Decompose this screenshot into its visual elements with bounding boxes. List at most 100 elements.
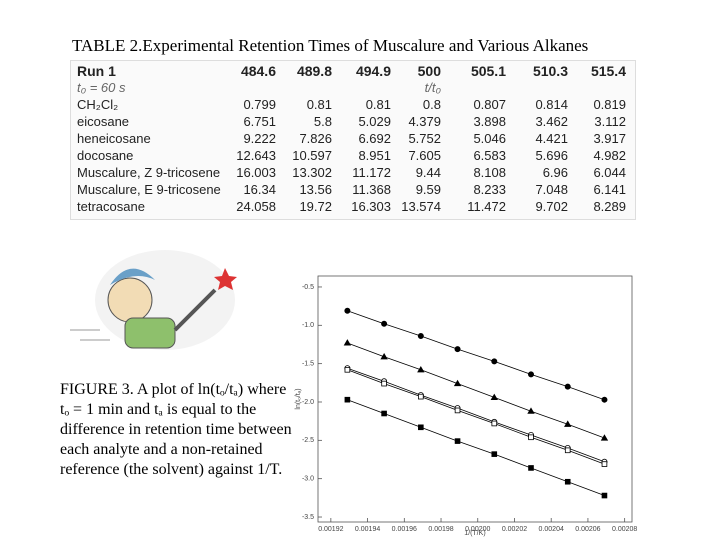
header-cell: 484.6 xyxy=(240,63,276,79)
marker xyxy=(601,396,608,403)
x-tick-label: 0.00192 xyxy=(318,526,343,533)
table-cell: 9.702 xyxy=(535,199,568,214)
x-tick-label: 0.00194 xyxy=(355,526,380,533)
x-tick-label: 0.00200 xyxy=(465,526,490,533)
row-label: Muscalure, E 9-tricosene xyxy=(77,182,221,197)
marker xyxy=(380,352,388,360)
marker xyxy=(418,424,424,431)
clipart-motion xyxy=(70,329,110,341)
marker xyxy=(417,333,424,340)
table-cell: 8.108 xyxy=(473,165,506,180)
marker xyxy=(491,358,498,365)
table-cell: 13.574 xyxy=(401,199,441,214)
marker xyxy=(600,434,609,441)
table-cell: 4.421 xyxy=(535,131,568,146)
marker xyxy=(381,410,387,417)
table-cell: 6.583 xyxy=(473,148,506,163)
marker xyxy=(491,451,498,457)
plot-frame xyxy=(317,275,633,523)
marker xyxy=(564,447,571,454)
x-tick-label: 0.00202 xyxy=(502,526,527,533)
marker xyxy=(453,379,462,387)
marker xyxy=(564,383,571,390)
header-cell: 510.3 xyxy=(532,63,568,79)
marker xyxy=(344,307,351,314)
table-cell: 3.898 xyxy=(473,114,506,129)
table-cell: 7.826 xyxy=(299,131,332,146)
table-cell: 11.172 xyxy=(352,165,391,180)
table-cell: 0.819 xyxy=(593,97,626,112)
header-cell: 515.4 xyxy=(590,63,626,79)
row-label: Muscalure, Z 9-tricosene xyxy=(77,165,221,180)
marker xyxy=(528,465,534,471)
marker xyxy=(527,407,535,414)
marker xyxy=(601,492,608,499)
table-cell: 0.799 xyxy=(243,97,276,112)
x-axis-label: 1/(T/K) xyxy=(464,530,485,537)
series-line xyxy=(347,342,605,439)
table-cell: 5.752 xyxy=(408,131,441,146)
row-label: tetracosane xyxy=(77,199,145,214)
x-tick-label: 0.00198 xyxy=(428,526,453,533)
marker xyxy=(491,420,498,427)
y-tick-label: -1.0 xyxy=(302,322,314,329)
table-cell: 16.003 xyxy=(236,165,276,180)
table-cell: 4.379 xyxy=(408,114,441,129)
table-cell: 19.72 xyxy=(299,199,332,214)
marker xyxy=(344,366,351,373)
series-line xyxy=(347,310,605,401)
table-cell: 11.472 xyxy=(467,199,506,214)
clipart xyxy=(70,250,237,350)
table: Run 1 484.6 489.8 494.9 500 505.1 510.3 515.4 t₀… xyxy=(70,60,636,220)
table-cell: 5.696 xyxy=(535,148,568,163)
table-cell: 13.302 xyxy=(292,165,332,180)
marker xyxy=(601,461,608,467)
table-cell: 24.058 xyxy=(236,199,276,214)
marker xyxy=(528,434,534,441)
row-label: heneicosane xyxy=(77,131,151,146)
marker xyxy=(564,420,572,427)
x-tick-label: 0.00208 xyxy=(612,526,637,533)
series-line xyxy=(347,399,605,496)
table-cell: 12.643 xyxy=(236,148,276,163)
y-tick-label: -1.5 xyxy=(302,360,314,367)
header-cell: Run 1 xyxy=(77,63,116,79)
marker xyxy=(344,396,351,403)
table-cell: 0.81 xyxy=(365,97,391,112)
clipart-star xyxy=(214,268,237,290)
marker xyxy=(454,438,461,444)
table-cell: 7.048 xyxy=(535,182,568,197)
figure-caption: FIGURE 3. A plot of ln(tₒ/tₐ) where tₒ =… xyxy=(60,381,292,478)
y-tick-label: -0.5 xyxy=(302,284,314,291)
marker xyxy=(564,478,571,485)
clipart-head xyxy=(107,277,153,323)
y-tick-label: -3.5 xyxy=(302,514,314,521)
row-label: CH₂Cl₂ xyxy=(77,97,119,112)
table-cell: 9.44 xyxy=(415,165,441,180)
marker xyxy=(454,407,461,414)
y-axis-label: ln(tₒ/tₐ) xyxy=(295,388,302,409)
row-label: docosane xyxy=(77,148,134,163)
marker xyxy=(418,393,424,400)
table-cell: 3.462 xyxy=(535,114,568,129)
table-cell: 8.233 xyxy=(473,182,506,197)
clipart-arm xyxy=(173,288,217,332)
y-tick-label: -2.5 xyxy=(302,437,314,444)
table-cell: 0.8 xyxy=(422,97,441,112)
table-cell: 6.751 xyxy=(243,114,276,129)
row-label: eicosane xyxy=(77,114,130,129)
marker xyxy=(381,320,388,327)
table-cell: 3.917 xyxy=(593,131,626,146)
header-cell: 500 xyxy=(417,63,441,79)
x-tick-label: 0.00196 xyxy=(392,526,417,533)
subheader-cell: t₀ = 60 s xyxy=(77,80,126,95)
x-tick-label: 0.00204 xyxy=(539,526,564,533)
marker xyxy=(417,365,425,373)
table-cell: 5.029 xyxy=(358,114,391,129)
table-cell: 4.982 xyxy=(593,148,626,163)
table-cell: 0.807 xyxy=(473,97,506,112)
table-cell: 8.289 xyxy=(593,199,626,214)
table-cell: 5.046 xyxy=(473,131,506,146)
